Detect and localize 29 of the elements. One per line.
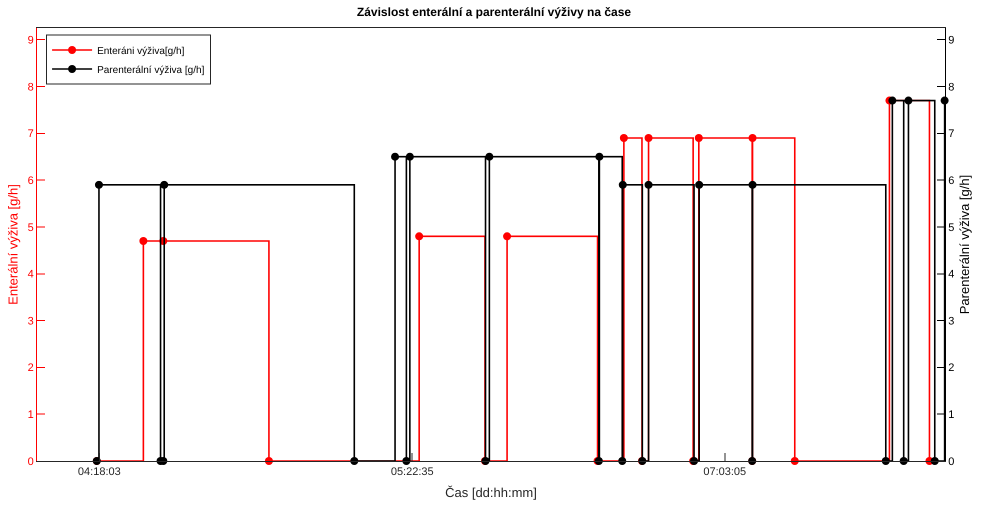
- y-tick-label: 9: [28, 34, 34, 47]
- y-tick-label: 8: [28, 81, 34, 94]
- y-tick-label: 2: [28, 362, 34, 374]
- y2-tick-label: 1: [948, 409, 954, 422]
- y-axis-title: Enterální výživa [g/h]: [6, 184, 21, 305]
- y-tick-label: 0: [28, 456, 34, 468]
- y2-tick-label: 5: [948, 222, 954, 234]
- y2-axis-title: Parenterální výživa [g/h]: [956, 174, 972, 314]
- x-tick-label: 05:22:35: [390, 466, 434, 478]
- y2-tick-label: 9: [948, 34, 954, 47]
- y2-tick-label: 8: [948, 81, 954, 94]
- x-axis-title: Čas [dd:hh:mm]: [445, 484, 537, 500]
- y-tick-label: 1: [28, 409, 34, 422]
- chart-title: Závislost enterální a parenterální výživy na čase: [356, 4, 632, 19]
- y-tick-label: 5: [28, 222, 34, 234]
- x-tick-label: 07:03:05: [703, 466, 746, 478]
- legend-label: Parenterální výživa [g/h]: [97, 64, 205, 76]
- y2-tick-label: 2: [948, 362, 954, 374]
- y2-tick-label: 3: [948, 315, 954, 328]
- legend-label: Enteráni výživa[g/h]: [97, 46, 185, 57]
- y2-tick-label: 6: [948, 174, 954, 187]
- y-tick-label: 7: [28, 128, 34, 140]
- y-tick-label: 6: [28, 174, 34, 187]
- y2-tick-label: 4: [948, 268, 954, 281]
- y-tick-label: 3: [28, 315, 34, 328]
- y2-tick-label: 0: [948, 456, 954, 468]
- y2-tick-label: 7: [948, 128, 954, 140]
- y-tick-label: 4: [28, 268, 34, 281]
- x-tick-label: 04:18:03: [78, 466, 121, 478]
